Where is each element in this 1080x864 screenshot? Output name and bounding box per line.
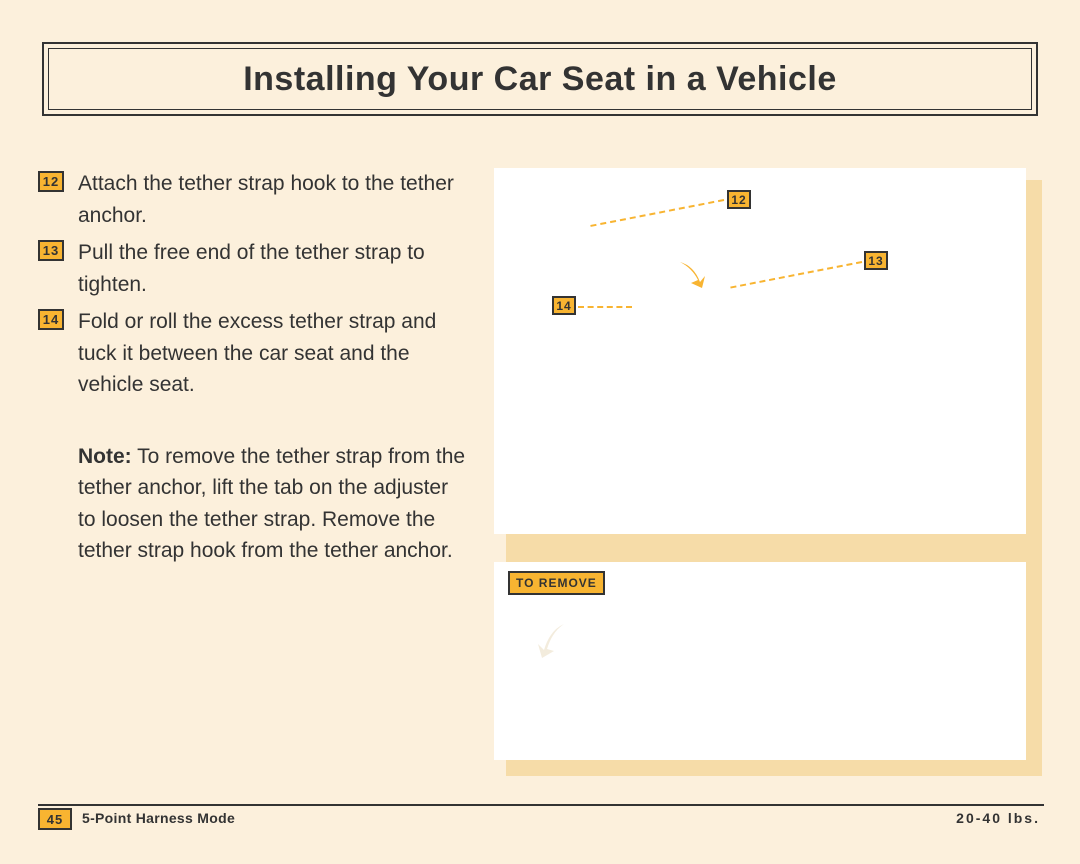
- step-row-12: 12 Attach the tether strap hook to the t…: [38, 168, 468, 231]
- note-label: Note:: [78, 445, 132, 468]
- title-frame-inner: Installing Your Car Seat in a Vehicle: [48, 48, 1032, 110]
- footer-divider: [38, 804, 1044, 806]
- note-block: Note: To remove the tether strap from th…: [78, 441, 468, 567]
- curved-arrow-icon: [536, 620, 572, 662]
- step-number-badge: 13: [38, 240, 64, 261]
- footer-mode-label: 5-Point Harness Mode: [82, 810, 235, 826]
- step-number-badge: 12: [38, 171, 64, 192]
- step-text: Pull the free end of the tether strap to…: [78, 237, 468, 300]
- footer-weight-label: 20-40 lbs.: [956, 810, 1040, 826]
- footer-page-number: 45: [38, 808, 72, 830]
- step-row-14: 14 Fold or roll the excess tether strap …: [38, 306, 468, 401]
- diagram-marker-14: 14: [552, 296, 576, 315]
- callout-line-14: [578, 306, 632, 308]
- step-number-badge: 14: [38, 309, 64, 330]
- curved-arrow-icon: [672, 256, 708, 292]
- step-text: Attach the tether strap hook to the teth…: [78, 168, 468, 231]
- instruction-list: 12 Attach the tether strap hook to the t…: [38, 168, 468, 567]
- note-text: To remove the tether strap from the teth…: [78, 445, 465, 563]
- page-title: Installing Your Car Seat in a Vehicle: [243, 60, 837, 99]
- to-remove-label: TO REMOVE: [508, 571, 605, 595]
- step-text: Fold or roll the excess tether strap and…: [78, 306, 468, 401]
- diagram-marker-13: 13: [864, 251, 888, 270]
- title-frame-outer: Installing Your Car Seat in a Vehicle: [42, 42, 1038, 116]
- diagram-marker-12: 12: [727, 190, 751, 209]
- diagram-panel-top: [494, 168, 1026, 534]
- step-row-13: 13 Pull the free end of the tether strap…: [38, 237, 468, 300]
